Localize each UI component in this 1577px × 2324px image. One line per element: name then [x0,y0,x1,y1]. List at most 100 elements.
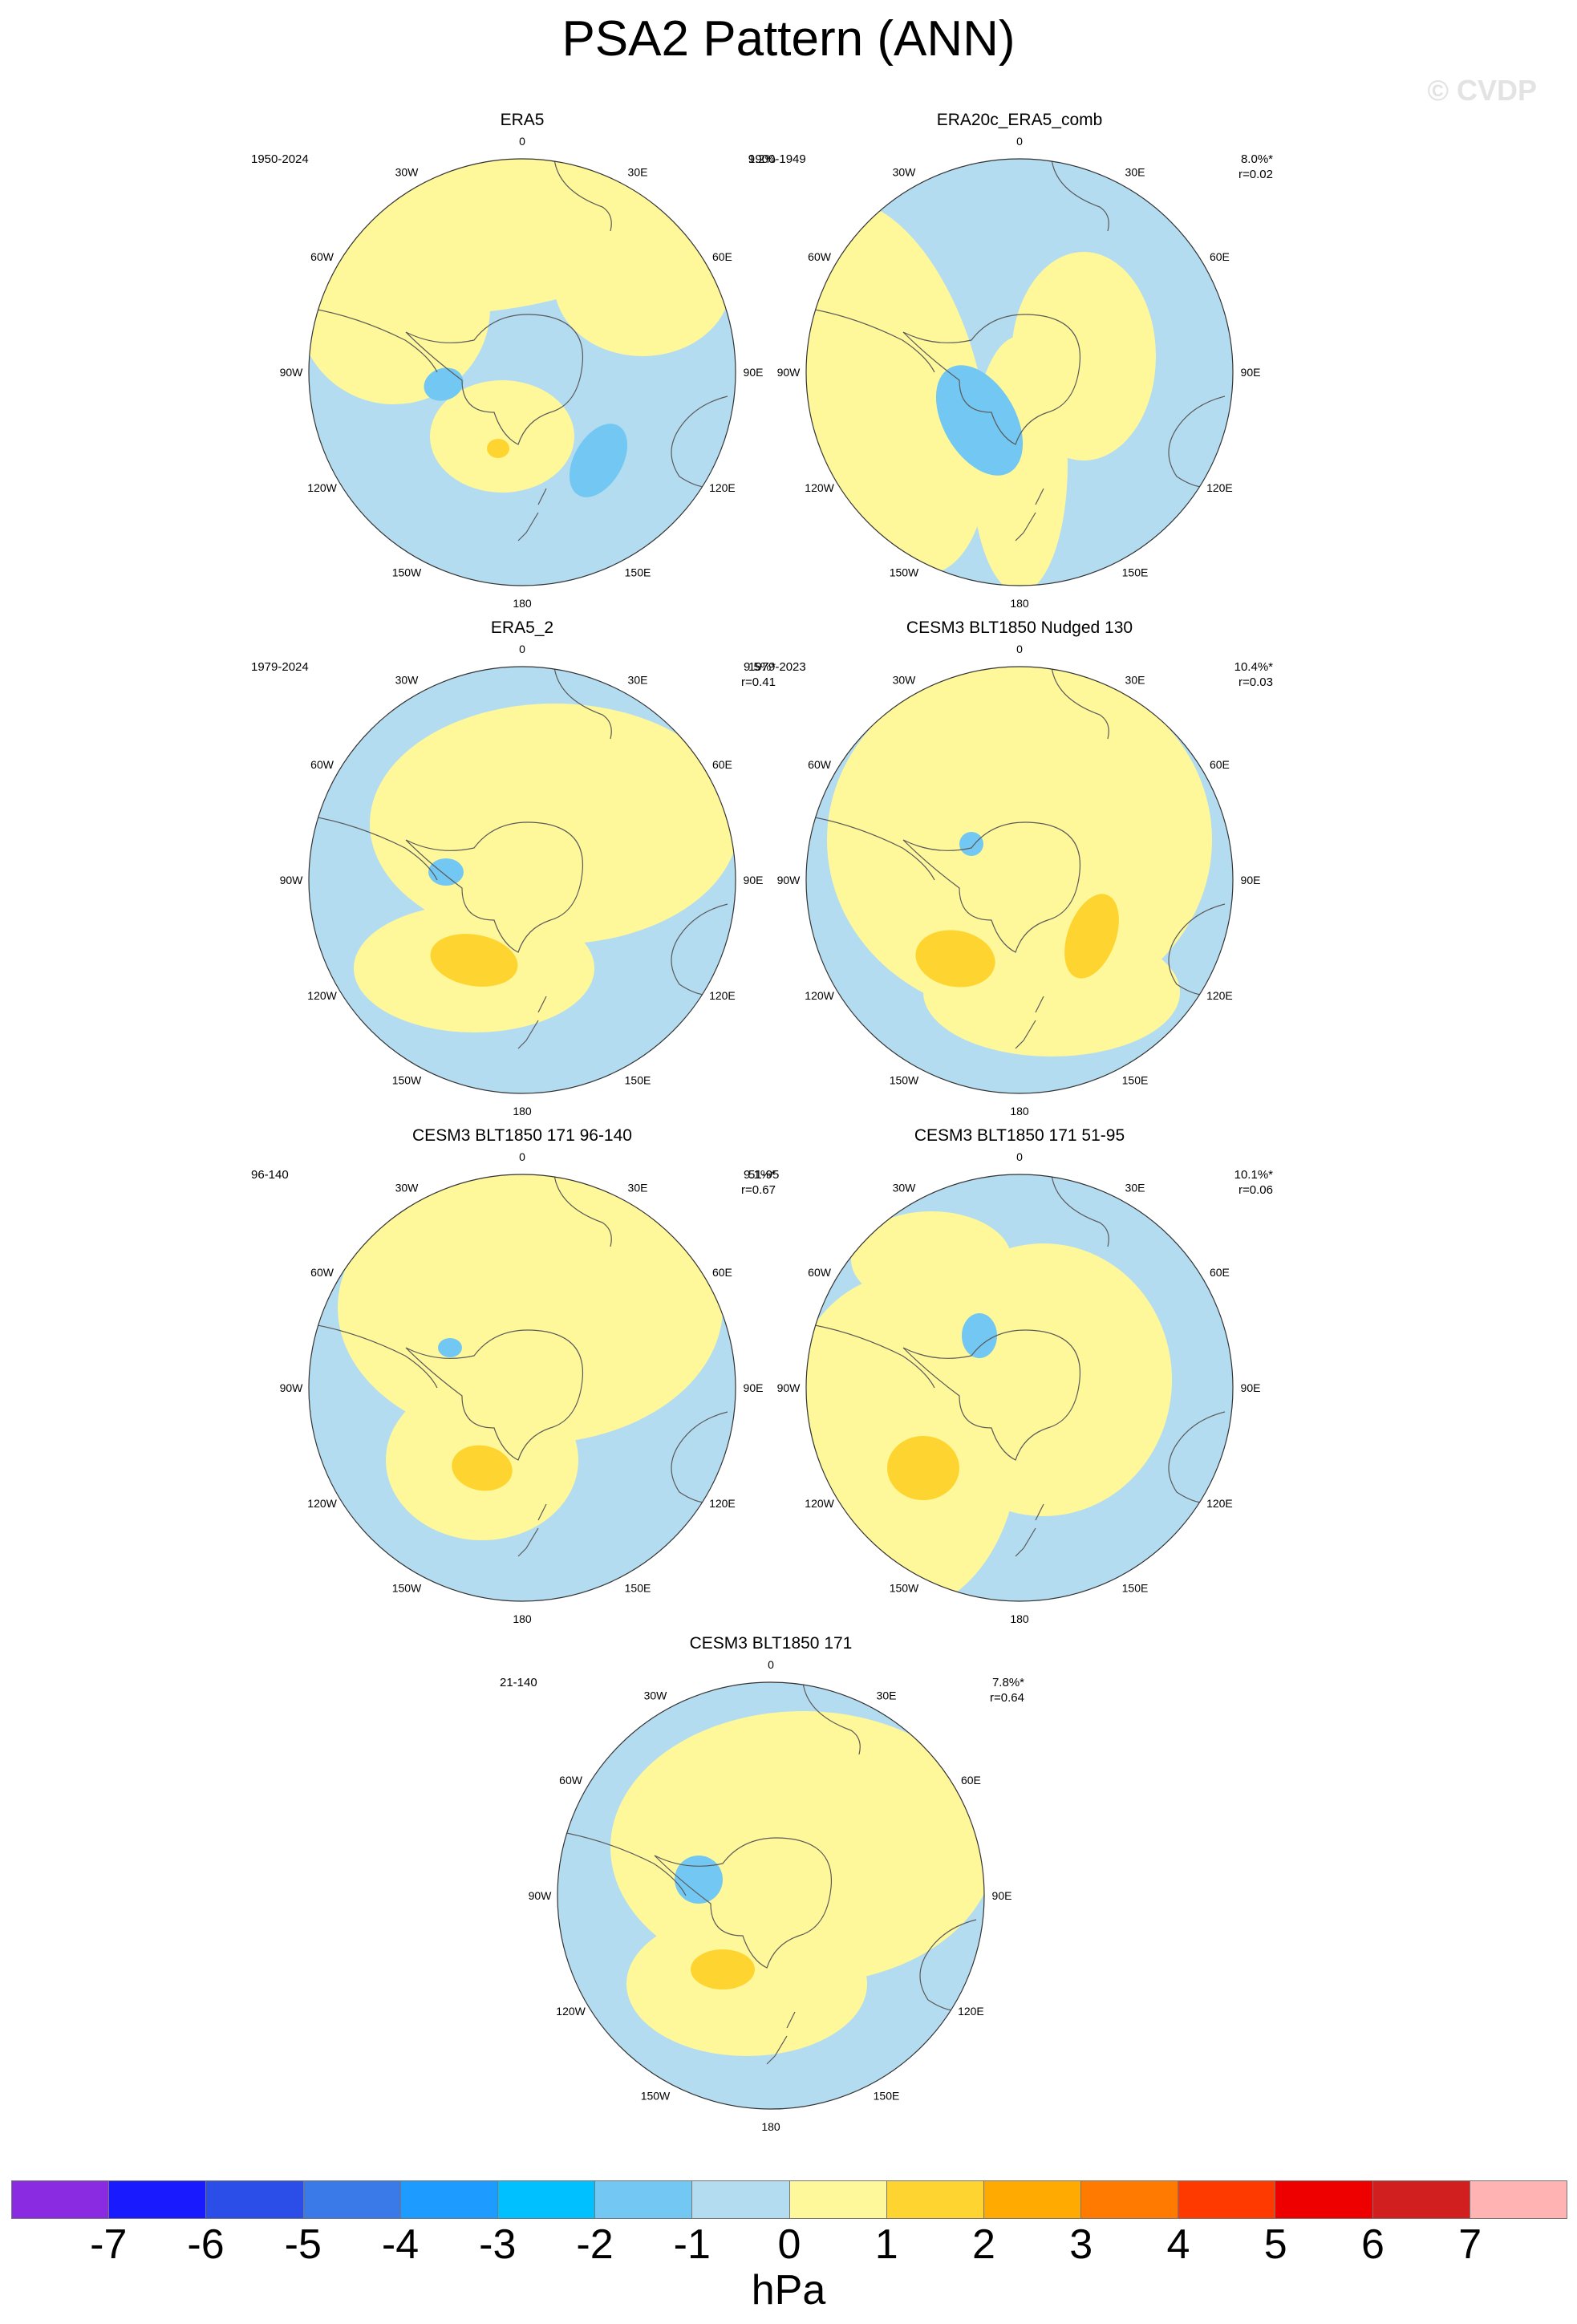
longitude-label: 180 [1010,597,1029,610]
longitude-label: 60E [1210,1266,1230,1279]
longitude-label: 120W [307,1497,337,1510]
colorbar-tick-label: 4 [1166,2221,1190,2268]
longitude-label: 150E [1122,566,1149,578]
colorbar-tick-label: -4 [381,2221,420,2268]
colorbar-swatch [109,2181,207,2218]
longitude-label: 0 [1016,135,1023,148]
longitude-label: 90W [280,1381,304,1394]
map-panel: CESM3 BLT1850 171 21-140 7.8%* r=0.64 0 30E 60… [485,1634,1095,2156]
longitude-label: 150W [392,1581,422,1594]
panel-stats: 9.1%* r=0.67 [695,1168,776,1199]
africa-coastline [553,1174,612,1247]
colorbar-swatch [1372,2181,1470,2218]
longitude-label: 0 [519,1150,525,1163]
africa-coastline [1051,1174,1109,1247]
longitude-label: 90E [992,1889,1012,1902]
map-boundary [805,1174,1234,1602]
new-zealand-coastline [1015,488,1044,541]
longitude-label: 30W [395,674,420,687]
south-america-coastline [557,1831,687,1896]
antarctica-coastline [405,314,584,445]
longitude-label: 30W [893,166,917,179]
contour-region [887,1436,959,1500]
longitude-label: 30E [628,674,648,687]
longitude-label: 120E [709,1497,736,1510]
contour-region [430,380,574,493]
longitude-label: 120W [805,989,834,1002]
map-boundary [308,1174,736,1602]
new-zealand-coastline [517,996,547,1049]
australia-coastline [671,395,728,488]
colorbar-tick-label: -1 [673,2221,711,2268]
longitude-label: 150E [625,1073,651,1086]
panel-stat: 9.5%* [743,660,776,674]
south-america-coastline [309,1323,438,1389]
polar-map: 0 30E 60E 90E 120E 150E 180 150W 120W 90W 60W 30W [280,1150,764,1625]
longitude-label: 60W [559,1774,583,1787]
panel-period: 1950-2024 [251,152,309,166]
colorbar-tick-label: 7 [1458,2221,1482,2268]
longitude-label: 90E [1241,366,1261,379]
colorbar-swatch [1081,2181,1179,2218]
africa-coastline [802,1682,861,1755]
contour-region [915,930,995,988]
colorbar-tick-label: 6 [1361,2221,1384,2268]
panel-stats: 7.8%* r=0.64 [944,1676,1024,1706]
panel-stats: 10.4%* r=0.03 [1193,660,1273,691]
colorbar-units: hPa [751,2267,826,2314]
longitude-label: 150E [1122,1073,1149,1086]
australia-coastline [919,1919,977,2011]
longitude-label: 120W [556,2005,586,2018]
panel-stat: r=0.64 [990,1690,1024,1705]
longitude-label: 120E [958,2005,984,2018]
colorbar-swatch [12,2181,110,2218]
colorbar-swatch [303,2181,401,2218]
contour-region [959,832,983,856]
contour-region [1064,894,1119,979]
longitude-label: 120E [1206,481,1233,494]
panel-stat: r=0.06 [1238,1182,1273,1197]
panel-period: 51-95 [748,1168,780,1182]
australia-coastline [1168,395,1226,488]
longitude-label: 90W [280,874,304,886]
south-america-coastline [806,815,935,881]
antarctica-coastline [405,1329,584,1461]
australia-coastline [671,903,728,996]
contour-region [851,1211,1011,1308]
contour-region [569,424,628,497]
antarctica-coastline [902,314,1081,445]
contour-region [691,1949,755,1989]
longitude-label: 60W [808,250,832,263]
longitude-label: 120E [709,481,736,494]
longitude-label: 60E [712,250,732,263]
contour-region [675,1856,723,1904]
map-panel: ERA20c_ERA5_comb 1900-1949 8.0%* r=0.02 0 30E… [734,111,1344,632]
contour-region [626,1912,867,2056]
longitude-label: 60W [808,1266,832,1279]
colorbar-tick-label: -3 [479,2221,517,2268]
colorbar-swatch [206,2181,304,2218]
longitude-label: 0 [519,643,525,655]
panel-stat: r=0.03 [1238,675,1273,689]
figure-title: PSA2 Pattern (ANN) [561,11,1016,67]
colorbar [11,2180,1567,2219]
colorbar-tick-label: -6 [187,2221,225,2268]
colorbar-tick-label: -5 [284,2221,322,2268]
polar-map: 0 30E 60E 90E 120E 150E 180 150W 120W 90W 60W 30W [280,135,764,610]
colorbar-tick-label: -2 [576,2221,614,2268]
longitude-label: 90W [777,1381,801,1394]
antarctica-coastline [654,1837,833,1969]
longitude-label: 30W [644,1689,668,1702]
longitude-label: 60W [808,758,832,771]
new-zealand-coastline [517,1503,547,1557]
longitude-label: 0 [519,135,525,148]
longitude-label: 0 [1016,643,1023,655]
longitude-label: 180 [513,1105,532,1117]
longitude-label: 150W [890,566,919,578]
longitude-label: 150E [1122,1581,1149,1594]
map-panel: CESM3 BLT1850 171 51-95 51-95 10.1%* r=0.06… [734,1126,1344,1648]
panel-title: CESM3 BLT1850 Nudged 130 [906,619,1133,637]
colorbar-swatch [1178,2181,1276,2218]
contour-region [915,1243,1172,1516]
longitude-label: 60E [961,1774,981,1787]
